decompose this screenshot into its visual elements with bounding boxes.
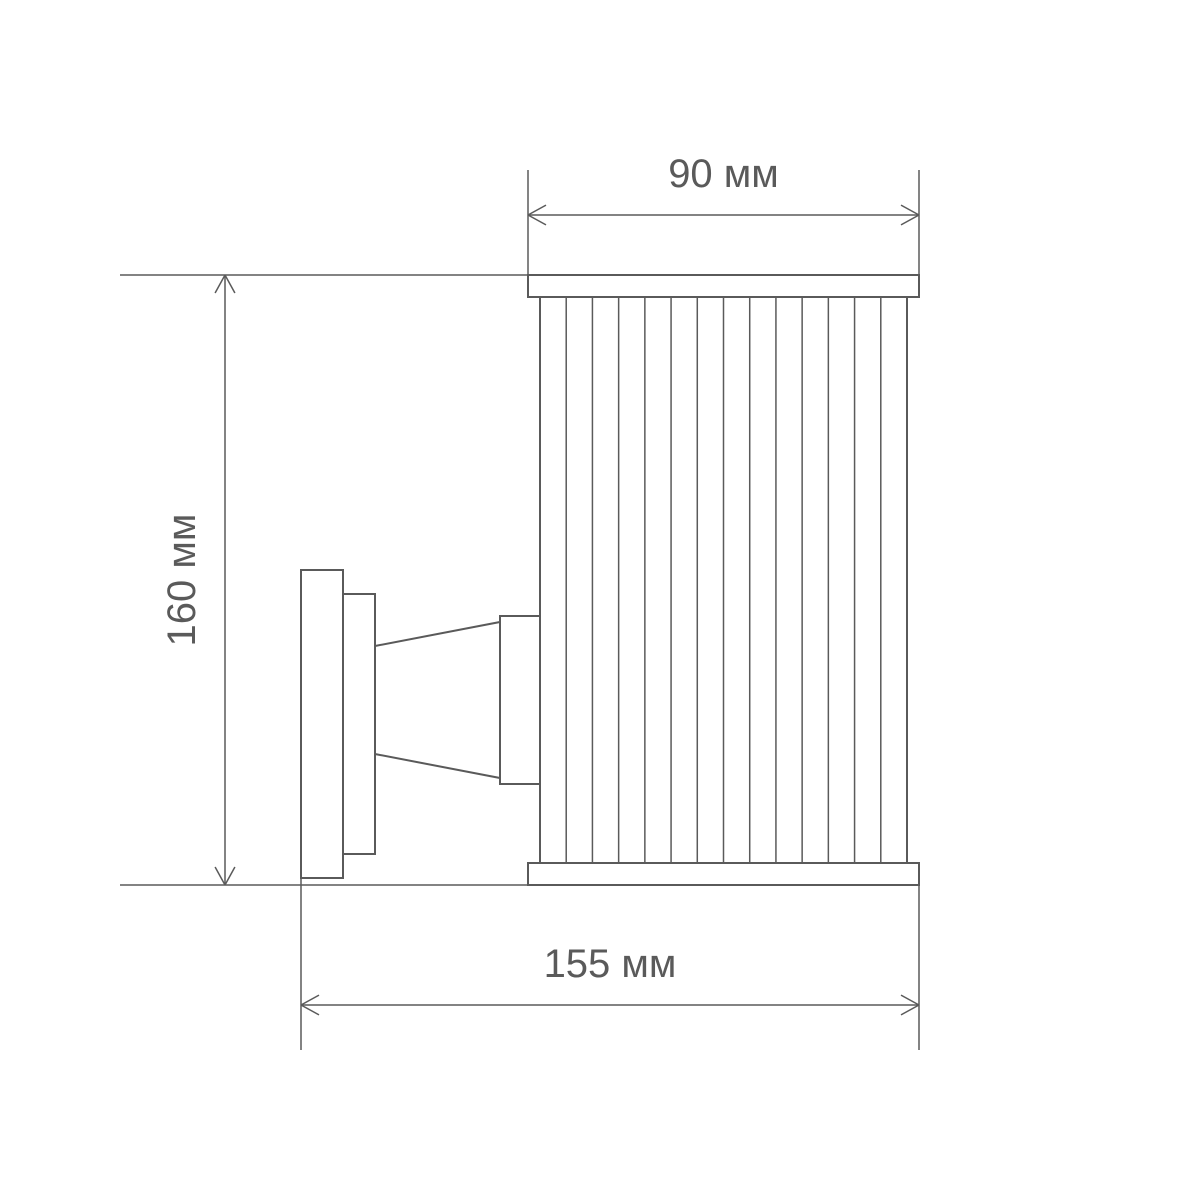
dim-bottom-label: 155 мм	[544, 942, 677, 986]
technical-drawing: 90 мм 155 мм 160 мм	[0, 0, 1199, 1199]
wall-bracket	[301, 570, 540, 878]
dim-left-label: 160 мм	[160, 514, 204, 647]
dim-top-label: 90 мм	[668, 152, 779, 196]
lamp-body	[528, 275, 919, 885]
